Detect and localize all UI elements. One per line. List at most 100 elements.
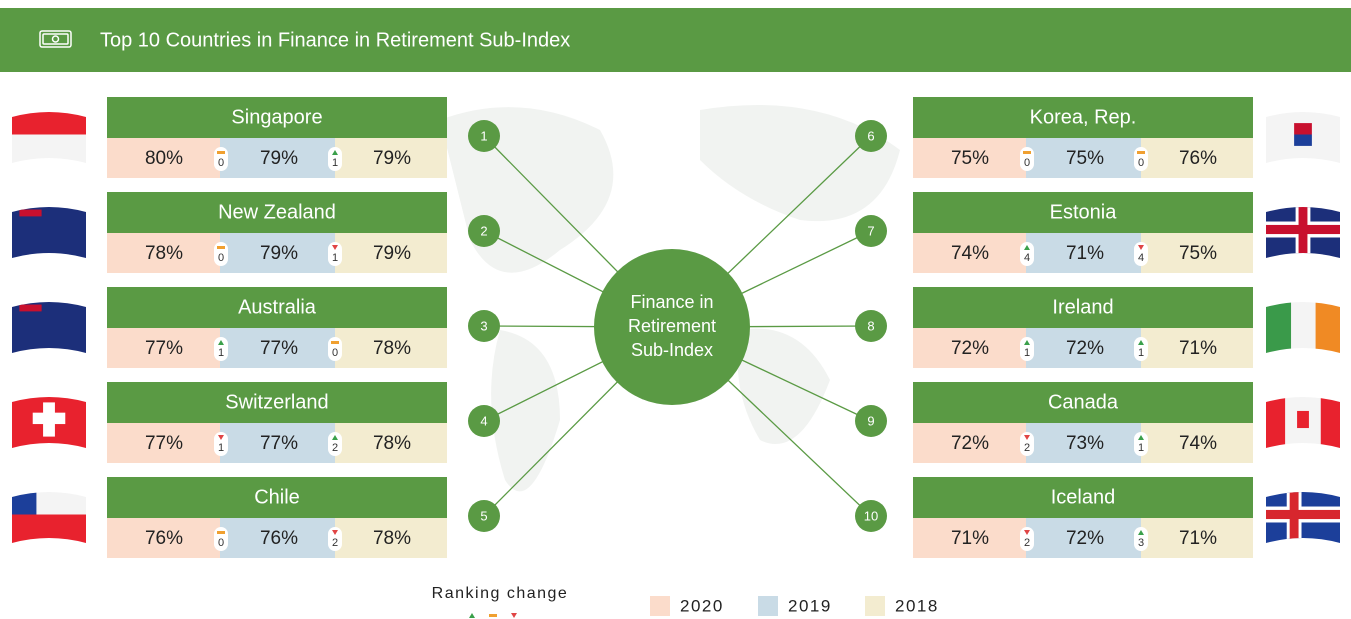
arrow-up [1024,340,1030,345]
no-change [1023,151,1031,154]
arrow-up [218,340,224,345]
change-badge [1134,432,1148,456]
flag-part [1320,397,1340,448]
center-label: Finance in Retirement Sub-Index [628,292,716,360]
value-cell [913,138,1026,178]
value-cell [913,233,1026,273]
change-badge [1134,242,1148,266]
arrow-down [332,245,338,250]
value-cell [1026,328,1141,368]
value-cell [913,328,1026,368]
flag-part [1297,410,1309,429]
change-value: 1 [332,157,338,169]
flag-part [12,134,86,163]
legend-ranking: Ranking change [432,585,569,602]
rank-circle [855,310,887,342]
rank-number: 2 [480,223,487,238]
rank-circle [855,215,887,247]
name-bar [107,382,447,423]
rank-circle [855,120,887,152]
flag-part [1294,123,1312,135]
flag-part [19,209,42,217]
country-name: Estonia [1050,201,1118,223]
country-name: New Zealand [218,201,336,223]
change-badge [328,527,342,551]
change-value: 2 [1024,442,1030,454]
value-cell [107,518,220,558]
money-icon [39,30,72,48]
country-card: Iceland 71% 72% 71% 2 3 [913,477,1253,558]
rank-number: 6 [867,128,874,143]
value-2019: 79% [260,148,298,169]
change-value: 1 [218,442,224,454]
change-badge [1020,242,1034,266]
change-value: 2 [332,537,338,549]
value-2018: 71% [1179,338,1217,359]
name-bar [913,477,1253,518]
rank-number: 3 [480,318,487,333]
value-2020: 72% [951,433,989,454]
arrow-up [1138,340,1144,345]
flag-part [1298,207,1308,258]
change-value: 4 [1024,252,1030,264]
value-cell [913,518,1026,558]
rank-number: 4 [480,413,487,428]
rank-number: 8 [867,318,874,333]
change-badge [1020,432,1034,456]
country-card: Korea, Rep. 75% 75% 76% 0 0 [913,97,1253,178]
value-2018: 71% [1179,528,1217,549]
legend-year: 2018 [895,596,939,615]
name-bar [107,192,447,233]
change-value: 0 [218,157,224,169]
legend-year: 2019 [788,596,832,615]
flag-part [1289,492,1299,543]
arrow-down [1024,435,1030,440]
legend-swatch [650,596,670,616]
map-bg [440,105,900,492]
value-cell [1026,423,1141,463]
flag [12,112,86,163]
country-name: Singapore [231,106,322,128]
name-bar [913,192,1253,233]
country-card: New Zealand 78% 79% 79% 0 1 [107,192,447,273]
rank-circle [468,215,500,247]
change-badge [328,432,342,456]
arrow-up [332,435,338,440]
value-2019: 75% [1066,148,1104,169]
legend-ranking-icons [469,613,517,618]
value-2018: 75% [1179,243,1217,264]
name-bar [107,97,447,138]
change-value: 0 [218,537,224,549]
arrow-down [218,435,224,440]
flag-part [1294,134,1312,146]
value-2019: 72% [1066,528,1104,549]
rank-number: 9 [867,413,874,428]
rank-number: 7 [867,223,874,238]
value-cell [1141,138,1253,178]
change-badge [1134,527,1148,551]
change-value: 2 [332,442,338,454]
value-cell [1141,518,1253,558]
change-value: 2 [1024,537,1030,549]
arrow-down [1024,530,1030,535]
change-value: 1 [1138,347,1144,359]
flag [1266,207,1340,258]
rank-circle [468,500,500,532]
legend-year: 2020 [680,596,724,615]
flag-part [1315,302,1340,353]
value-2018: 78% [373,528,411,549]
change-badge [328,147,342,171]
country-card: Australia 77% 77% 78% 1 0 [107,287,447,368]
arrow-up [1138,530,1144,535]
arrow-up [1138,435,1144,440]
flag [12,397,86,448]
no-change [217,246,225,249]
value-cell [220,138,335,178]
flag-part [1266,397,1286,448]
change-value: 4 [1138,252,1144,264]
value-cell [913,423,1026,463]
flag [1266,492,1340,543]
value-cell [335,138,447,178]
value-2019: 77% [260,433,298,454]
country-name: Chile [254,486,300,508]
